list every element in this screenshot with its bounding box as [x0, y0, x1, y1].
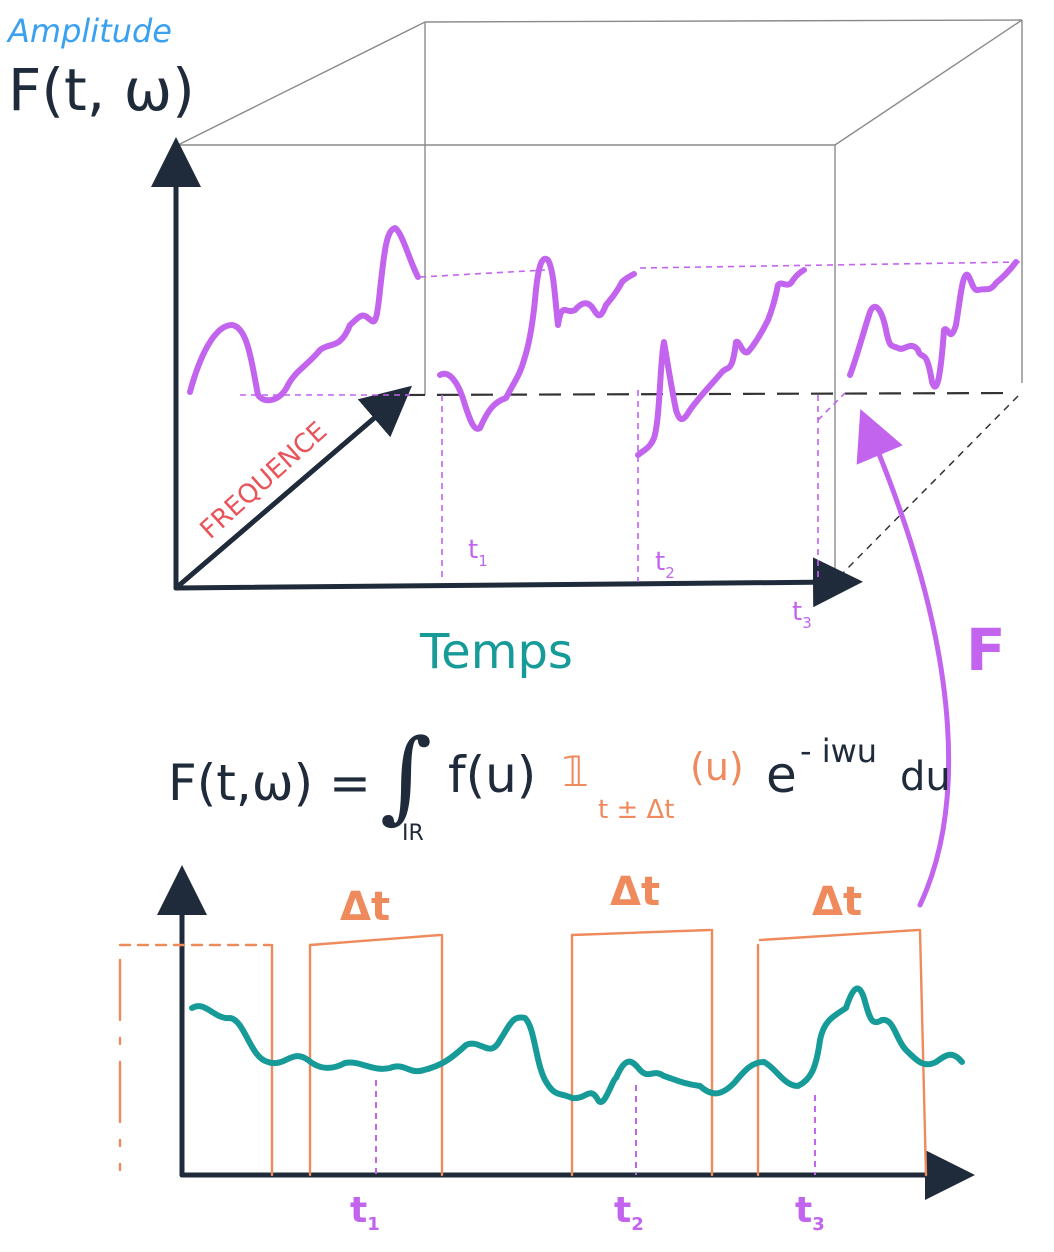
formula-exp-power: - iwu [800, 732, 877, 770]
signal-curve [189, 985, 965, 1106]
amplitude-label: Amplitude [6, 12, 172, 50]
transform-symbol: F [966, 616, 1006, 684]
box-wireframe [177, 19, 1023, 580]
spectrum-curves [187, 225, 1019, 458]
frequency-axis [173, 385, 412, 591]
f-label: F(t, ω) [8, 56, 195, 124]
bottom-t2-label: t2 [614, 1190, 644, 1235]
bottom-t3-label: t3 [795, 1190, 825, 1235]
spectrum-guides-dashed [240, 261, 1021, 582]
formula-integral: ∫ [380, 717, 432, 834]
formula-lhs: F(t,ω) = [168, 754, 371, 812]
bottom-time-markers-dashed [375, 1080, 816, 1175]
bottom-t1-label: t1 [350, 1190, 380, 1235]
formula-indicator-arg: (u) [690, 745, 744, 789]
window-brackets [118, 928, 928, 1177]
time-axis [173, 557, 863, 608]
formula-fu: f(u) [448, 746, 536, 804]
box-back-edges-dashed [402, 391, 1019, 579]
formula-indicator: 𝟙 [562, 747, 589, 796]
temps-label: Temps [419, 624, 573, 680]
top-t3-label: t3 [792, 597, 812, 632]
formula-exp-base: e [766, 746, 797, 804]
formula-domain: IR [402, 821, 424, 846]
top-t2-label: t2 [655, 547, 675, 582]
transform-arrow [856, 408, 952, 908]
window-dt-3: Δt [812, 879, 862, 925]
window-dt-2: Δt [610, 869, 660, 915]
formula-du: du [900, 754, 951, 800]
window-dt-1: Δt [340, 884, 390, 930]
frequence-label: FREQUENCE [195, 416, 334, 545]
formula-indicator-sub: t ± Δt [598, 795, 675, 825]
top-t1-label: t1 [468, 535, 488, 570]
